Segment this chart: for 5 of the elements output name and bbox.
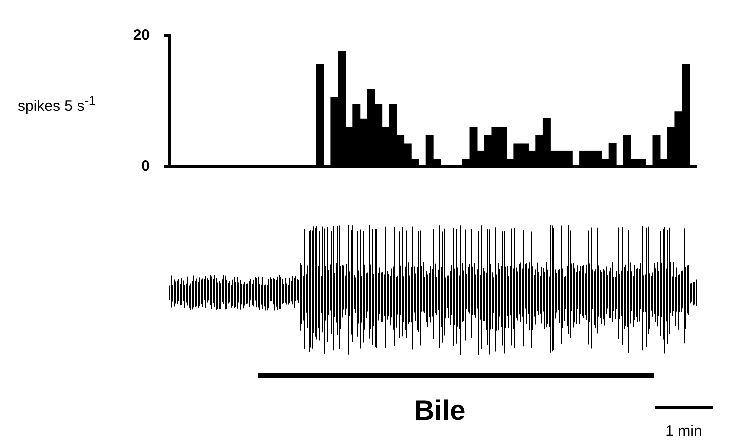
text: Bile — [413, 395, 467, 427]
y-tick-label: 20 — [133, 27, 150, 44]
text: 1 min — [664, 423, 704, 440]
y-axis-title: spikes 5 s$^{-1}$ — [18, 94, 96, 115]
y-tick-label: 0 — [142, 158, 150, 176]
